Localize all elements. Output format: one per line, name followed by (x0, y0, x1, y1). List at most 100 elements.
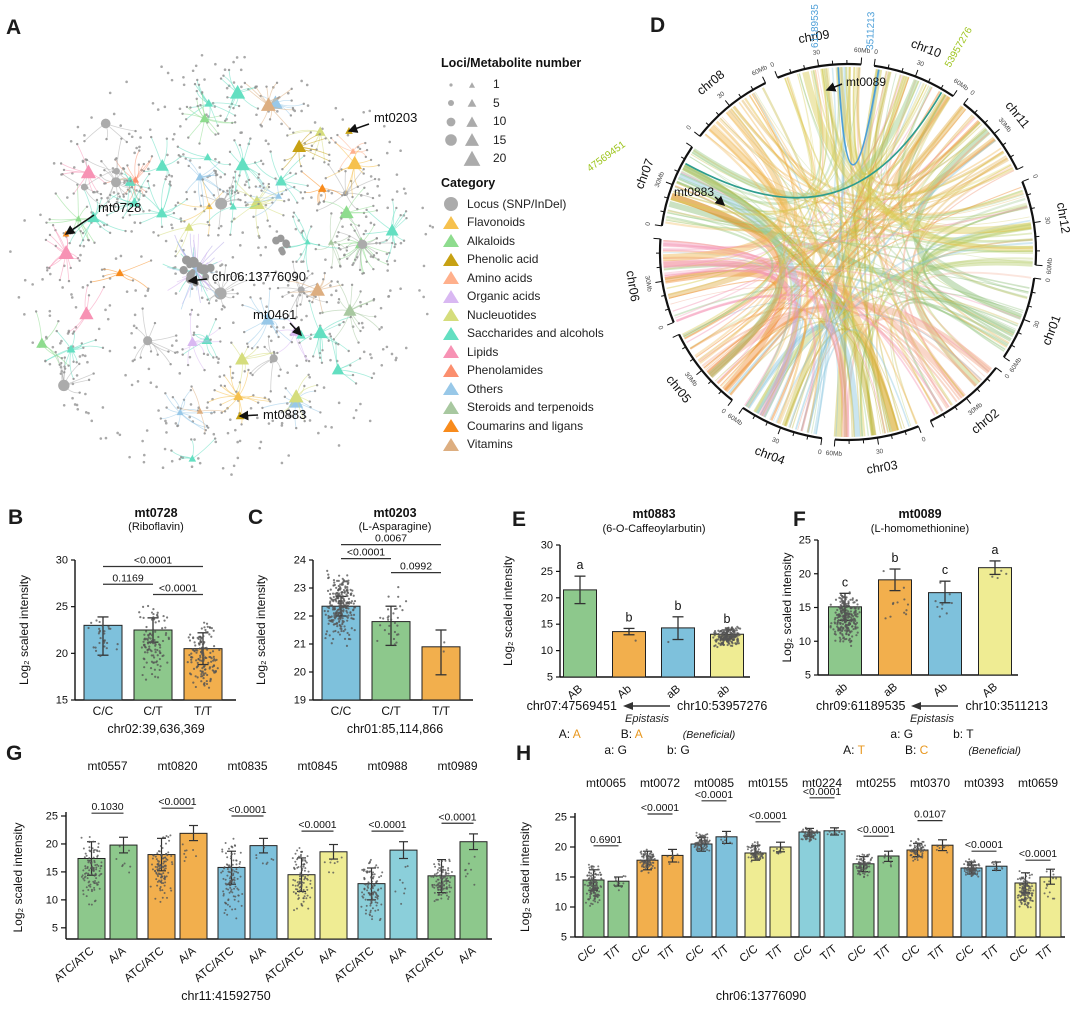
leaf-node (145, 190, 148, 194)
leaf-node (194, 64, 198, 68)
scatter-point (838, 613, 841, 616)
leaf-node (174, 250, 178, 253)
scatter-point (337, 579, 340, 582)
leaf-node (179, 220, 183, 223)
x-tick-label: C/T (143, 704, 163, 718)
leaf-node (67, 279, 71, 283)
arc-tick (667, 321, 674, 326)
arc-tick-label: 0 (1031, 174, 1039, 180)
leaf-node (34, 310, 38, 313)
leaf-node (231, 288, 234, 291)
circos-chord (666, 68, 828, 290)
leaf-node (133, 358, 136, 361)
leaf-node (325, 300, 329, 304)
leaf-node (283, 199, 286, 203)
scatter-point (261, 862, 264, 865)
scatter-point (833, 622, 837, 625)
circos-chord (904, 271, 1032, 408)
circos-chord (668, 280, 777, 358)
scatter-point (229, 886, 232, 889)
circos-chord (663, 257, 886, 434)
scatter-point (366, 871, 369, 874)
scatter-point (199, 656, 202, 659)
scatter-point (350, 627, 353, 630)
circos-chord (689, 156, 1013, 337)
leaf-node (203, 368, 206, 372)
arc-tick (820, 438, 823, 446)
scatter-point (863, 860, 866, 863)
scatter-point (706, 840, 709, 843)
leaf-node (341, 283, 344, 287)
leaf-node (231, 256, 235, 259)
scatter-point (600, 886, 603, 889)
source-locus: chr10:3511213 (965, 699, 1048, 713)
scatter-point (154, 630, 157, 633)
scatter-point (645, 848, 648, 851)
leaf-node (214, 157, 217, 161)
scatter-point (303, 895, 306, 898)
leaf-node (315, 148, 318, 151)
scatter-point (589, 893, 592, 896)
metabolite-hub-node (235, 157, 250, 171)
leaf-node (292, 108, 295, 111)
circos-chord (743, 98, 1008, 348)
scatter-point (341, 623, 344, 626)
leaf-node (313, 121, 317, 124)
leaf-node (236, 456, 240, 460)
network-edge (160, 412, 181, 419)
leaf-node (176, 201, 180, 204)
scatter-point (850, 644, 853, 647)
scatter-point (161, 866, 164, 869)
allele-cell: B: A (620, 727, 643, 741)
scatter-point (376, 866, 379, 869)
scatter-point (447, 872, 450, 875)
scatter-point (845, 609, 848, 612)
leaf-node (310, 225, 313, 228)
scatter-point (293, 867, 296, 870)
leaf-node (134, 129, 137, 133)
scatter-point (167, 851, 170, 854)
scatter-point (585, 892, 588, 895)
leaf-node (386, 206, 390, 210)
network-edge (345, 192, 374, 199)
leaf-node (117, 192, 120, 195)
category-label: Alkaloids (467, 233, 516, 248)
scatter-point (702, 841, 705, 844)
scatter-point (347, 602, 351, 605)
scatter-point (328, 871, 331, 874)
annotation-arrow (64, 214, 95, 235)
y-tick-label: 30 (56, 555, 68, 567)
leaf-node (318, 201, 321, 204)
scatter-point (754, 855, 757, 858)
scatter-point (92, 870, 95, 873)
scatter-point (183, 852, 186, 855)
scatter-point (202, 652, 205, 655)
scatter-point (838, 831, 841, 834)
leaf-node (63, 371, 66, 374)
leaf-node (324, 425, 327, 428)
circos-chord (701, 304, 978, 387)
scatter-point (103, 645, 106, 648)
leaf-node (212, 194, 216, 197)
scatter-point (188, 639, 192, 642)
leaf-node (203, 432, 206, 435)
leaf-node (96, 190, 99, 193)
scatter-point (226, 913, 229, 916)
scatter-point (200, 680, 203, 683)
leaf-node (317, 431, 320, 435)
circos-chord (763, 74, 902, 418)
leaf-node (295, 426, 298, 430)
scatter-point (842, 640, 845, 643)
y-tick-label: 23 (294, 583, 306, 595)
scatter-point (234, 895, 237, 898)
leaf-node (231, 186, 234, 189)
scatter-point (843, 611, 847, 615)
leaf-node (362, 167, 365, 171)
scatter-point (401, 881, 404, 884)
annotation-arrow (187, 275, 208, 285)
leaf-node (186, 363, 190, 367)
arc-tick-label: 0 (1004, 373, 1012, 380)
leaf-node (263, 345, 266, 349)
scatter-point (228, 891, 231, 894)
scatter-point (346, 588, 349, 591)
